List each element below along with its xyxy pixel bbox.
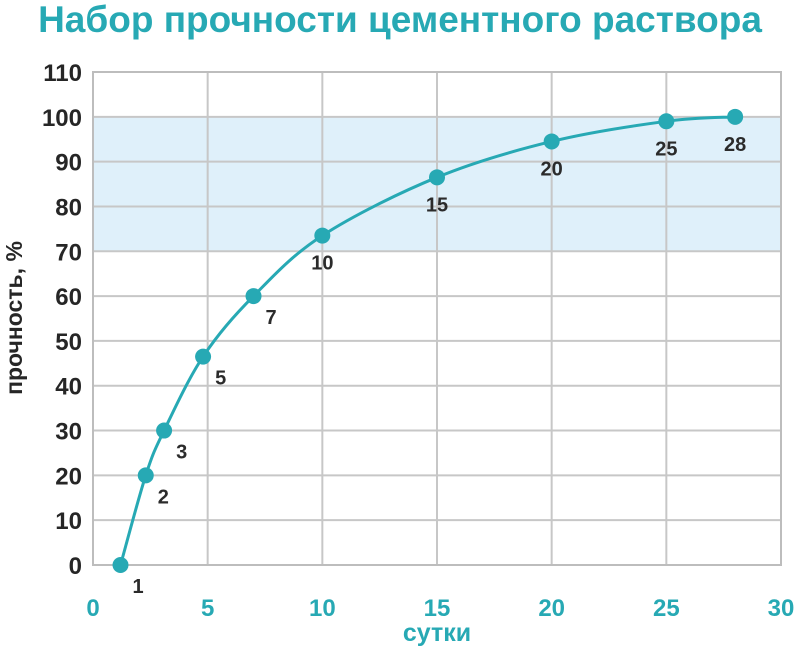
y-tick-label: 100 (42, 105, 82, 132)
x-tick-label: 15 (424, 595, 451, 622)
y-tick-label: 30 (55, 419, 82, 446)
data-point-label: 28 (724, 134, 746, 156)
data-point (658, 113, 675, 130)
data-point (195, 348, 212, 365)
data-point-label: 5 (215, 368, 226, 390)
x-tick-label: 20 (538, 595, 565, 622)
data-point-label: 15 (426, 194, 448, 216)
data-point (112, 557, 129, 573)
y-tick-label: 70 (55, 239, 82, 266)
y-tick-label: 50 (55, 329, 82, 356)
data-point-labels: 1 23 5 7 10 15 20 25 28 (133, 134, 747, 598)
data-point (314, 227, 331, 244)
x-tick-label: 10 (309, 595, 336, 622)
y-tick-label: 90 (55, 150, 82, 177)
data-point-label: 1 (133, 576, 144, 598)
y-tick-label: 80 (55, 194, 82, 221)
data-point-label: 3 (176, 442, 187, 464)
y-tick-label: 20 (55, 463, 82, 490)
data-point-label: 10 (311, 253, 333, 275)
data-point (727, 108, 744, 125)
x-tick-label: 0 (86, 595, 99, 622)
data-point (245, 288, 262, 305)
x-tick-label: 25 (653, 595, 680, 622)
data-point (137, 467, 154, 484)
x-tick-labels: 0 5 10 15 20 25 30 (86, 595, 794, 622)
data-point (156, 422, 173, 439)
y-tick-label: 110 (43, 60, 82, 87)
y-tick-label: 0 (69, 553, 82, 580)
data-point-label: 20 (541, 158, 563, 180)
data-point-label: 7 (266, 307, 277, 329)
chart-title: Набор прочности цементного раствора (38, 0, 762, 40)
data-point-label: 25 (655, 138, 677, 160)
data-point-label: 2 (158, 486, 169, 508)
strength-curve (119, 115, 736, 566)
data-point (429, 169, 445, 186)
plot-frame (92, 71, 782, 566)
x-tick-label: 30 (768, 595, 795, 622)
y-axis-title: прочность, % (1, 241, 27, 395)
data-points (112, 108, 744, 573)
data-point (543, 133, 560, 150)
y-tick-label: 60 (55, 284, 82, 311)
y-tick-label: 40 (55, 374, 82, 401)
x-axis-title: сутки (403, 619, 471, 647)
y-tick-label: 10 (55, 508, 82, 535)
x-tick-label: 5 (201, 595, 214, 622)
y-tick-labels: 0 10 20 30 40 50 60 70 80 90 100 110 (42, 60, 82, 580)
